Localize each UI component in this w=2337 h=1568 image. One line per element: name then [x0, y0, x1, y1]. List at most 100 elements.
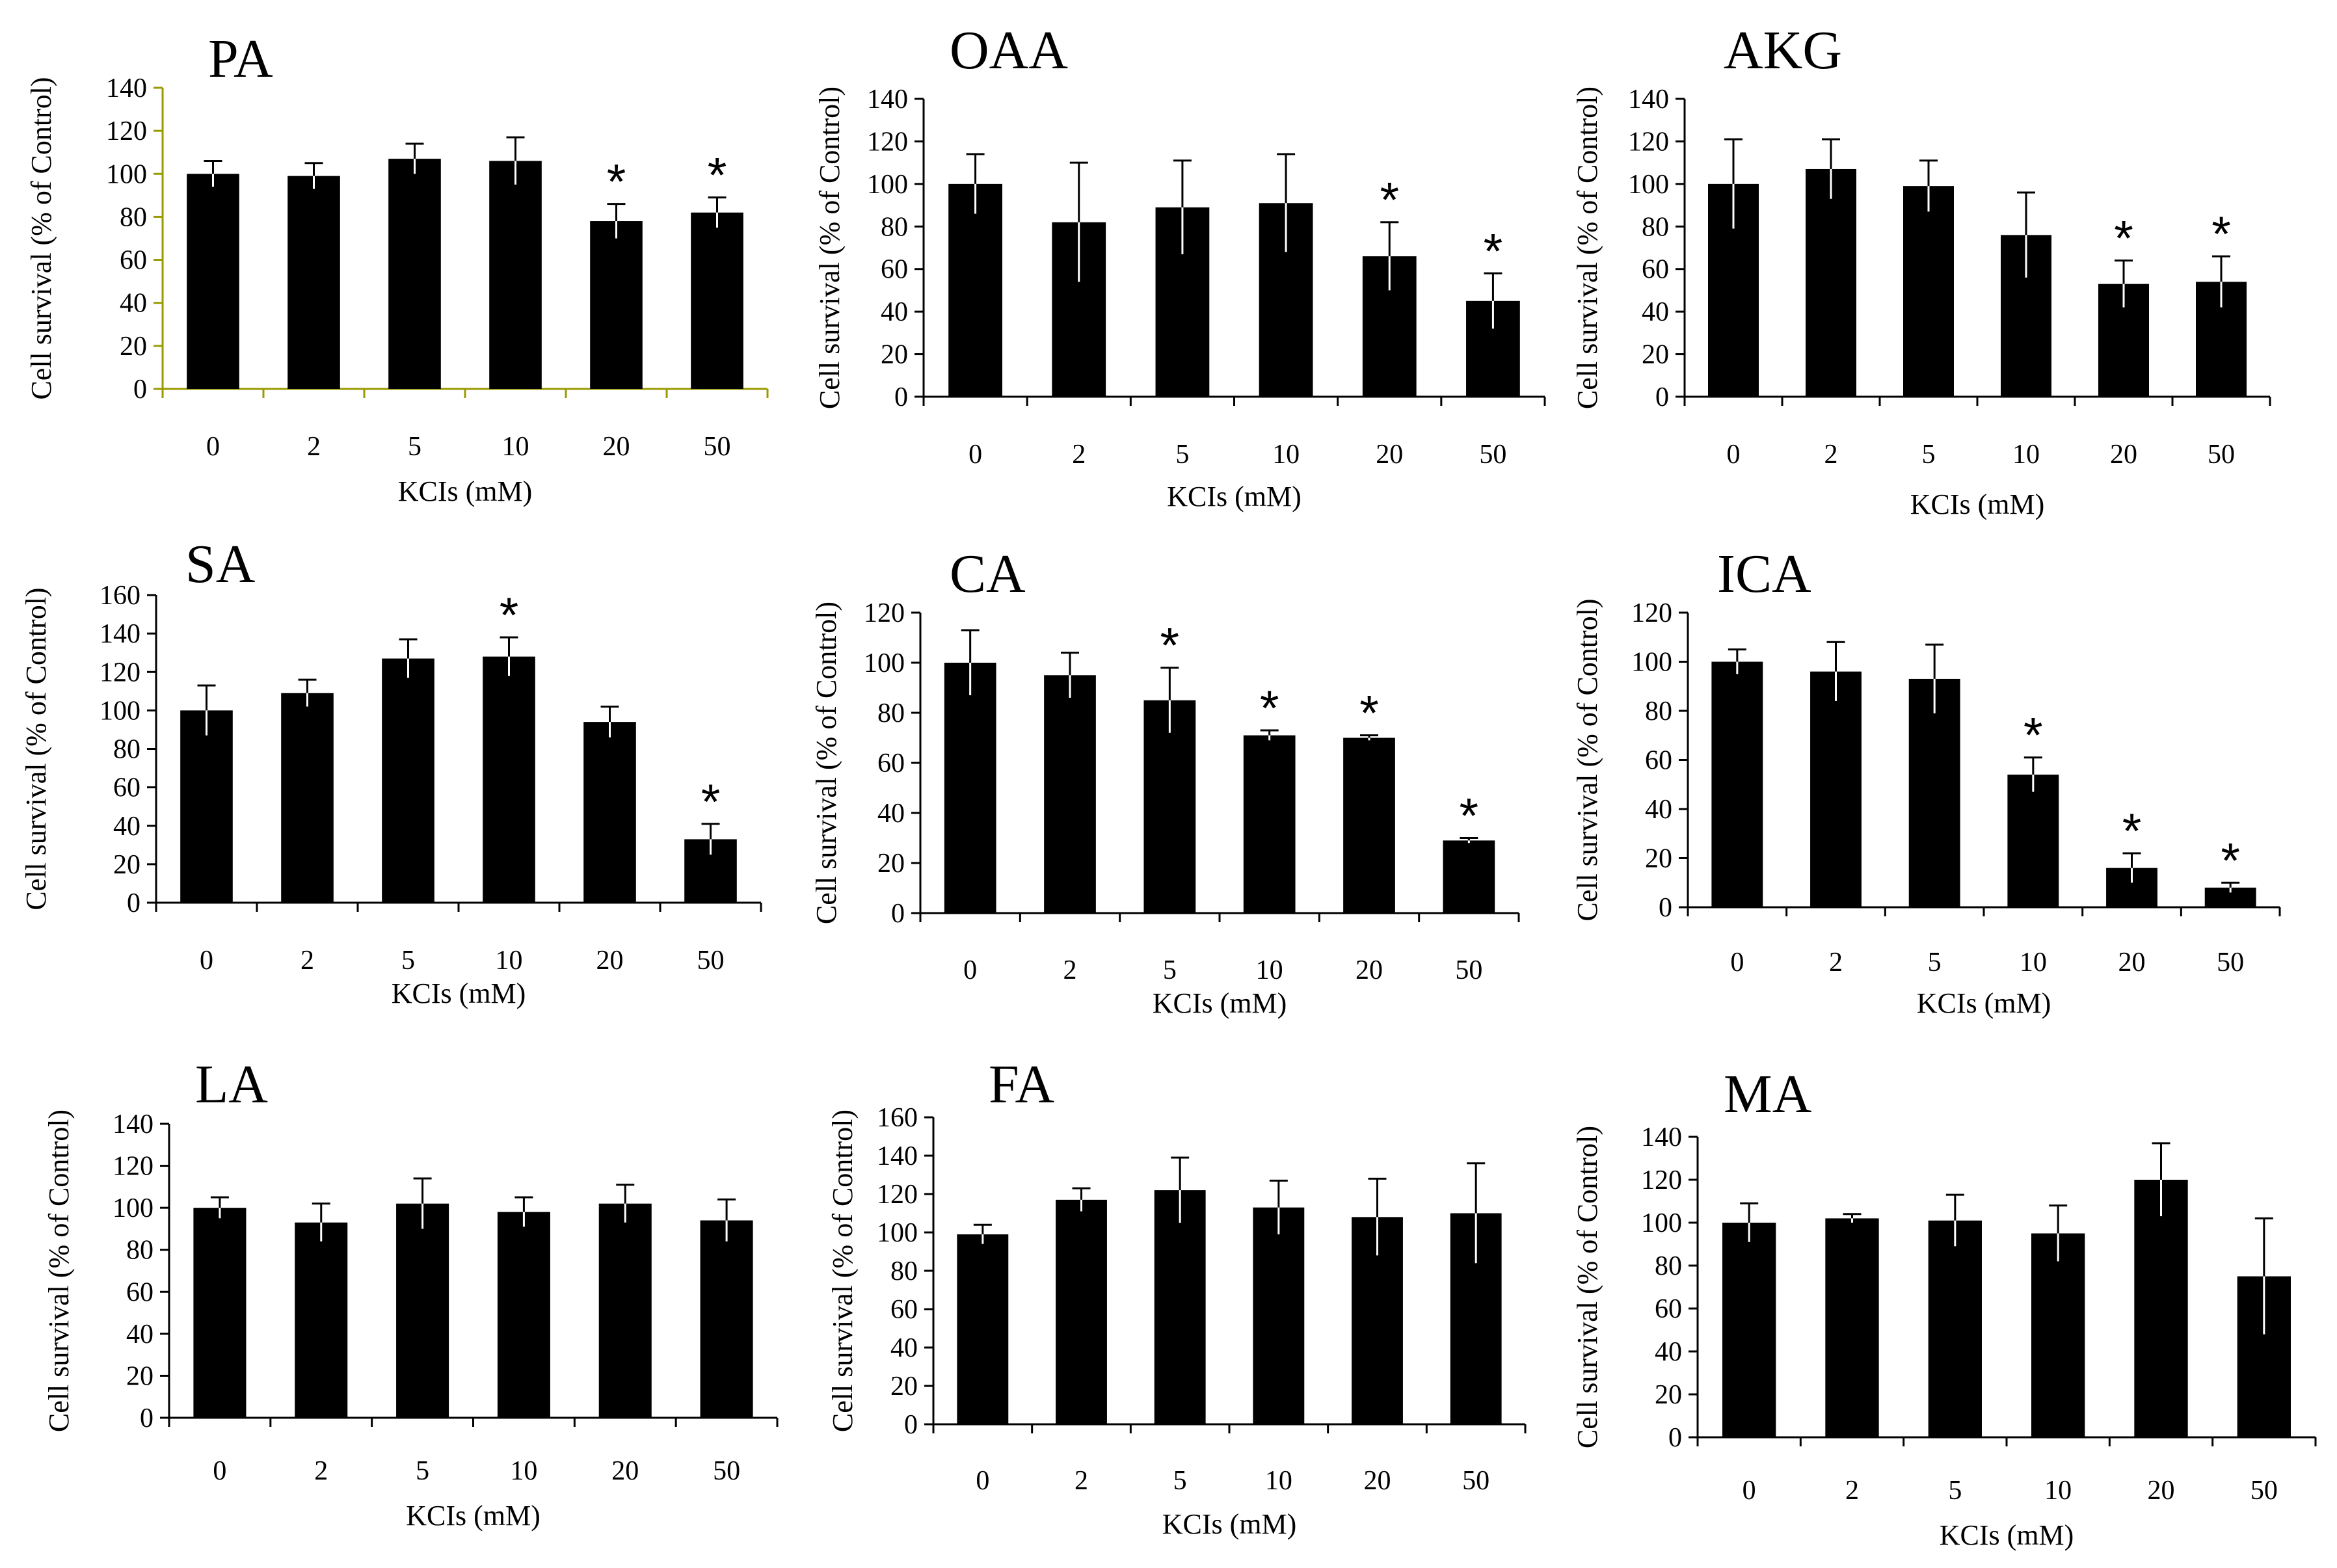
y-tick-label: 140	[1641, 1123, 1682, 1152]
x-tick-label: 0	[1727, 440, 1741, 470]
significance-marker: *	[2114, 211, 2133, 267]
x-tick-label: 50	[713, 1456, 740, 1486]
y-tick-label: 140	[100, 619, 140, 649]
y-axis-label: Cell survival (% of Control)	[20, 587, 52, 910]
bar-ica-10	[2007, 775, 2059, 907]
bar-sa-0	[180, 710, 233, 903]
y-tick-label: 120	[113, 1152, 154, 1182]
bar-la-2	[295, 1222, 348, 1418]
y-tick-label: 40	[890, 1333, 918, 1363]
y-tick-label: 120	[1631, 598, 1672, 628]
x-tick-label: 0	[200, 946, 213, 976]
bar-ca-10	[1243, 735, 1296, 913]
x-tick-label: 5	[401, 946, 415, 976]
y-tick-label: 0	[891, 899, 905, 929]
y-tick-label: 40	[877, 799, 905, 829]
y-tick-label: 100	[1641, 1208, 1682, 1238]
y-tick-label: 60	[1655, 1294, 1682, 1324]
x-tick-label: 50	[2208, 440, 2235, 470]
y-tick-label: 60	[120, 246, 147, 276]
bar-ca-0	[944, 663, 996, 913]
y-tick-label: 100	[877, 1218, 918, 1248]
x-tick-label: 0	[206, 432, 220, 462]
bar-oaa-0	[948, 183, 1002, 397]
y-tick-label: 80	[1655, 1251, 1682, 1281]
x-tick-label: 20	[611, 1456, 639, 1486]
y-tick-label: 80	[120, 202, 147, 232]
y-tick-label: 40	[1645, 795, 1672, 825]
x-tick-label: 5	[1928, 948, 1942, 977]
y-tick-label: 20	[120, 332, 147, 362]
x-tick-label: 2	[1824, 440, 1838, 470]
panel-title: SA	[185, 534, 256, 594]
y-tick-label: 20	[881, 340, 908, 370]
x-tick-label: 50	[697, 946, 725, 976]
bar-ma-10	[2031, 1233, 2085, 1437]
significance-marker: *	[2122, 804, 2142, 859]
panel-title: CA	[950, 544, 1026, 604]
y-axis-label: Cell survival (% of Control)	[43, 1110, 75, 1432]
x-tick-label: 0	[968, 440, 982, 470]
y-tick-label: 60	[877, 749, 905, 778]
x-tick-label: 0	[1743, 1476, 1756, 1506]
bar-akg-2	[1806, 168, 1856, 397]
y-tick-label: 40	[113, 812, 140, 842]
x-tick-label: 5	[408, 432, 421, 462]
x-tick-label: 50	[1455, 955, 1482, 985]
significance-marker: *	[2023, 708, 2043, 764]
bar-akg-5	[1903, 186, 1954, 397]
x-tick-label: 0	[976, 1466, 989, 1496]
y-tick-label: 100	[1628, 170, 1669, 200]
y-tick-label: 0	[1659, 893, 1672, 923]
y-tick-label: 80	[1642, 212, 1669, 242]
x-tick-label: 10	[2044, 1476, 2072, 1506]
significance-marker: *	[2221, 833, 2240, 888]
significance-marker: *	[1160, 618, 1180, 674]
bar-ma-5	[1928, 1220, 1982, 1437]
y-axis-label: Cell survival (% of Control)	[1571, 598, 1603, 921]
bar-la-10	[497, 1212, 550, 1418]
y-tick-label: 140	[1628, 85, 1669, 114]
x-axis-label: KCIs (mM)	[1153, 987, 1287, 1019]
y-tick-label: 100	[100, 696, 140, 726]
x-tick-label: 5	[1948, 1476, 1962, 1506]
bar-la-0	[193, 1208, 247, 1418]
y-axis-label: Cell survival (% of Control)	[25, 77, 57, 399]
bar-sa-2	[281, 693, 334, 903]
y-tick-label: 0	[904, 1410, 918, 1440]
x-tick-label: 0	[963, 955, 977, 985]
y-tick-label: 40	[1642, 297, 1669, 327]
y-tick-label: 0	[1668, 1423, 1682, 1453]
y-tick-label: 100	[867, 170, 908, 200]
x-tick-label: 50	[1462, 1466, 1489, 1496]
y-tick-label: 0	[1655, 382, 1669, 412]
y-tick-label: 0	[133, 375, 147, 405]
significance-marker: *	[500, 588, 519, 643]
y-tick-label: 120	[864, 598, 905, 628]
significance-marker: *	[701, 775, 721, 830]
y-tick-label: 40	[1655, 1337, 1682, 1367]
bar-ca-50	[1443, 840, 1495, 913]
bar-ca-20	[1343, 737, 1395, 913]
bar-fa-10	[1253, 1207, 1305, 1424]
y-tick-label: 120	[106, 116, 147, 146]
y-tick-label: 100	[113, 1193, 154, 1223]
x-tick-label: 5	[416, 1456, 429, 1486]
x-tick-label: 20	[1364, 1466, 1391, 1496]
significance-marker: *	[1260, 681, 1279, 736]
y-tick-label: 20	[126, 1361, 154, 1391]
y-tick-label: 60	[1642, 255, 1669, 285]
y-tick-label: 140	[877, 1141, 918, 1171]
bar-pa-5	[388, 159, 441, 389]
bar-ica-0	[1711, 661, 1763, 907]
y-tick-label: 160	[100, 581, 140, 611]
x-axis-label: KCIs (mM)	[1162, 1508, 1297, 1540]
y-axis-label: Cell survival (% of Control)	[814, 86, 846, 409]
y-tick-label: 80	[126, 1236, 154, 1266]
